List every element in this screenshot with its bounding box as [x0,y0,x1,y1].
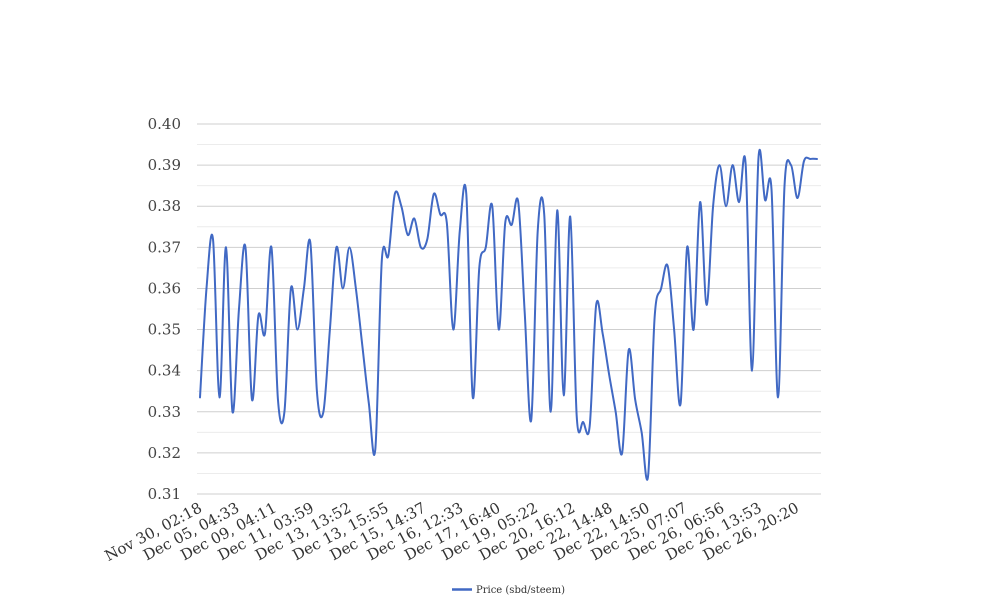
series-layer [199,148,818,481]
y-tick-label: 0.35 [148,321,181,339]
y-tick-label: 0.36 [148,279,181,297]
gridlines [197,123,821,495]
series-line-price [199,148,818,481]
legend-label-price: Price (sbd/steem) [476,585,565,596]
y-tick-label: 0.32 [148,444,181,462]
y-tick-label: 0.39 [148,156,181,174]
legend: Price (sbd/steem) [452,585,565,596]
y-axis-ticks: 0.31 0.32 0.33 0.34 0.35 0.36 0.37 0.38 0.39 0.40 [148,115,181,503]
y-tick-label: 0.40 [148,115,181,133]
y-tick-label: 0.33 [148,403,181,421]
y-tick-label: 0.31 [148,485,181,503]
y-tick-label: 0.37 [148,238,181,256]
y-tick-label: 0.34 [148,362,181,380]
y-tick-label: 0.38 [148,197,181,215]
